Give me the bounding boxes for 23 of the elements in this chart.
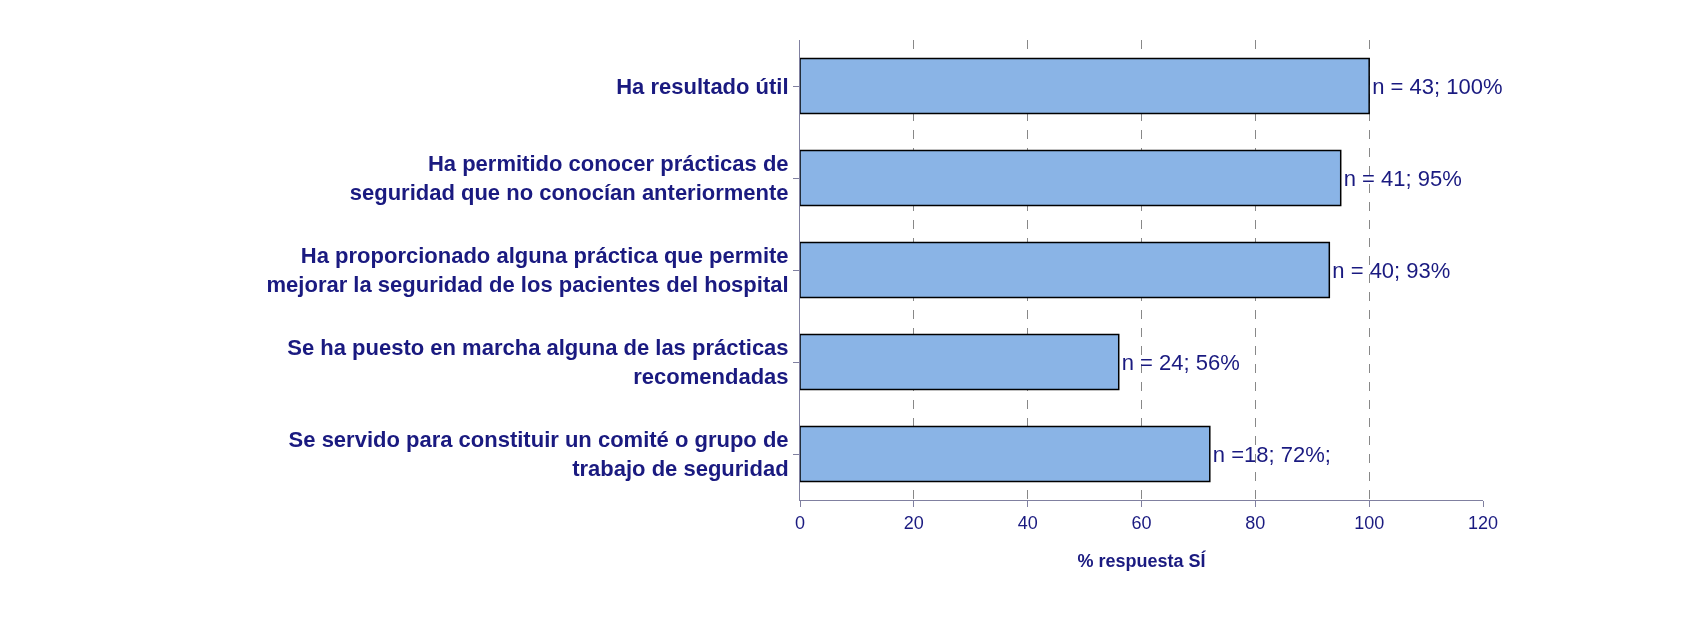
bar: [800, 149, 1342, 207]
bar: [800, 425, 1211, 483]
data-label: n = 41; 95%: [1343, 165, 1462, 191]
y-tick-label: Ha permitido conocer prácticas de seguridad que no conocían anteriormente: [349, 151, 789, 205]
y-tick-label: Se ha puesto en marcha alguna de las prácticas recomendadas: [287, 335, 789, 389]
y-tick-label: Se servido para constituir un comité o grupo de trabajo de seguridad: [288, 427, 789, 481]
x-tick-label: 120: [1467, 512, 1499, 533]
y-tick-label: Ha resultado útil: [616, 73, 789, 99]
x-tick-label: 80: [1245, 512, 1266, 533]
x-tick-label: 100: [1354, 512, 1385, 533]
data-label: n = 40; 93%: [1332, 257, 1451, 283]
x-tick-label: 20: [903, 512, 924, 533]
data-label: n = 24; 56%: [1121, 349, 1240, 375]
x-axis-title: % respuesta SÍ: [1077, 549, 1207, 571]
y-tick-label: Ha proporcionado alguna práctica que permite mejorar la seguridad de los pacientes del hospital: [266, 243, 789, 297]
data-label: n = 43; 100%: [1372, 73, 1503, 99]
bar: [800, 333, 1120, 391]
bar: [800, 57, 1370, 115]
x-tick-label: 0: [794, 512, 806, 533]
data-label: n =18; 72%;: [1212, 441, 1331, 467]
x-tick-label: 40: [1017, 512, 1038, 533]
x-tick-label: 60: [1131, 512, 1152, 533]
bar: [800, 241, 1331, 299]
